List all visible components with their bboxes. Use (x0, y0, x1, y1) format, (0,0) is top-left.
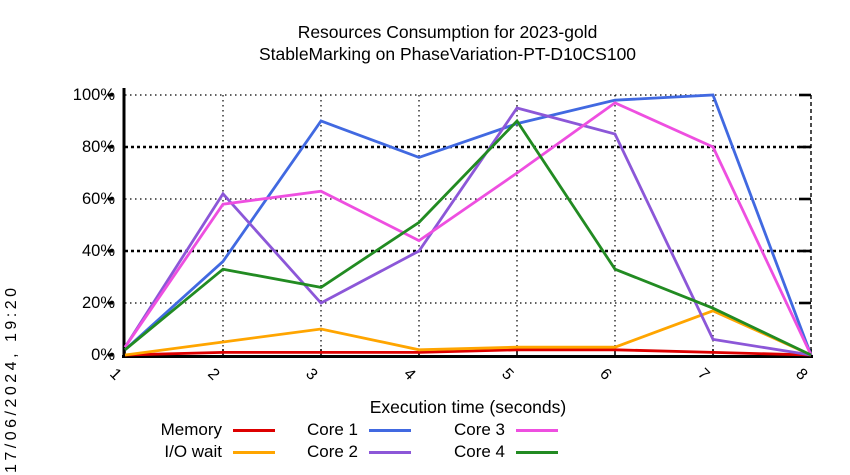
chart-title: Resources Consumption for 2023-gold Stab… (45, 21, 850, 65)
legend-item-core-4: Core 4 (390, 441, 558, 463)
y-tick-label: 40% (81, 242, 115, 260)
legend-line-swatch (369, 428, 411, 432)
legend-label: Core 1 (306, 420, 358, 439)
legend-line-swatch (369, 450, 411, 454)
legend-line-swatch (233, 450, 275, 454)
chart-title-line2: StableMarking on PhaseVariation-PT-D10CS… (258, 44, 637, 64)
legend-item-core-2: Core 2 (244, 441, 411, 463)
legend-line-swatch (233, 428, 275, 432)
y-tick-label: 60% (81, 190, 115, 208)
series-line-i-o-wait (124, 309, 812, 357)
legend-line-swatch (516, 450, 558, 454)
series-line-core-4 (124, 118, 812, 357)
legend-label: I/O wait (164, 442, 222, 461)
legend-label: Memory (160, 420, 222, 439)
legend-item-core-3: Core 3 (390, 419, 558, 441)
y-tick-label: 0% (91, 346, 115, 364)
legend-column: Memory I/O wait (110, 419, 275, 463)
y-tick-label: 100% (72, 86, 115, 104)
series-line-memory (124, 348, 812, 357)
legend-column: Core 1 Core 2 (244, 419, 411, 463)
legend-label: Core 2 (306, 442, 358, 461)
legend-line-swatch (516, 428, 558, 432)
legend-label: Core 4 (453, 442, 505, 461)
legend-item-memory: Memory (110, 419, 275, 441)
y-tick-label: 20% (81, 294, 115, 312)
y-tick-label: 80% (81, 138, 115, 156)
legend-item-i-o-wait: I/O wait (110, 441, 275, 463)
x-axis-label: Execution time (seconds) (369, 397, 567, 417)
series-line-core-2 (123, 106, 812, 357)
series-line-core-1 (124, 93, 813, 356)
legend-label: Core 3 (453, 420, 505, 439)
legend-column: Core 3 Core 4 (390, 419, 558, 463)
chart-title-line1: Resources Consumption for 2023-gold (297, 22, 598, 42)
legend-item-core-1: Core 1 (244, 419, 411, 441)
series-line-core-3 (123, 101, 813, 356)
